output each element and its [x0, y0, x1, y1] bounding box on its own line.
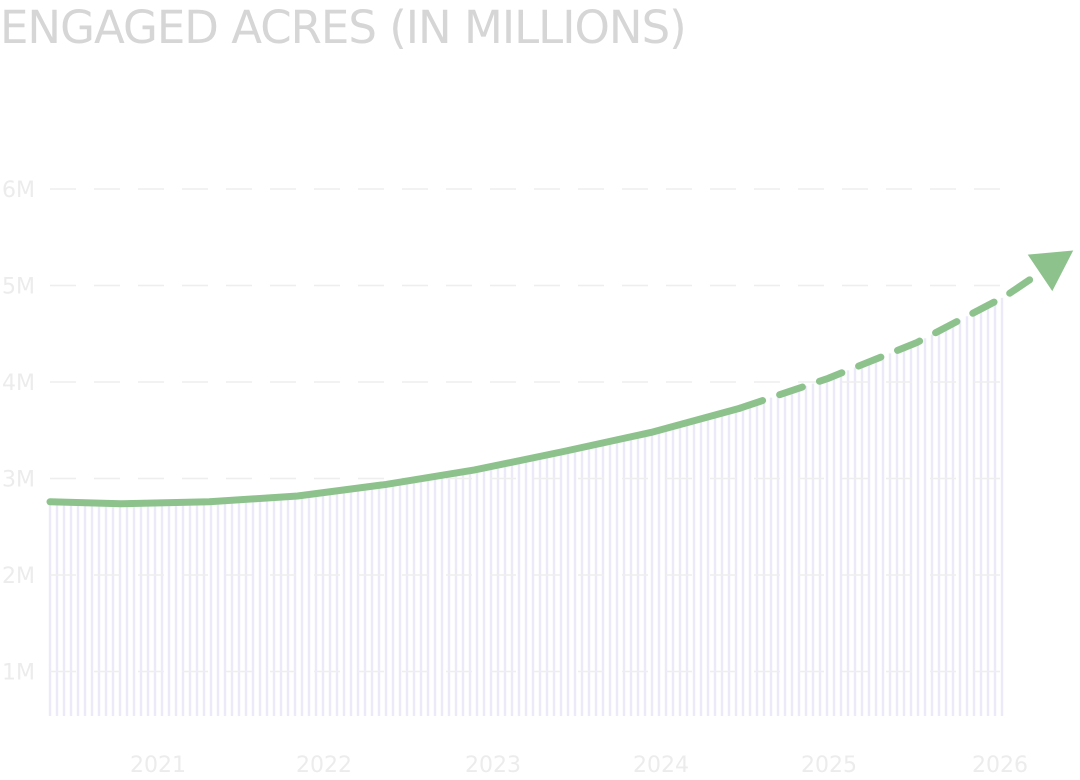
series-lines: [46, 250, 1074, 508]
actual-line: [46, 404, 744, 508]
x-tick-label: 2021: [130, 753, 186, 778]
projection-line: [736, 257, 1062, 412]
chart-title: ENGAGED ACRES (IN MILLIONS): [0, 1, 687, 54]
gridlines: [50, 188, 1010, 673]
x-tick-label: 2026: [972, 753, 1028, 778]
y-tick-label: 2M: [2, 564, 35, 589]
x-axis-ticks: 2021 2022 2023 2024 2025 2026: [130, 753, 1028, 778]
y-tick-label: 6M: [2, 178, 35, 203]
y-tick-label: 3M: [2, 468, 35, 493]
hatch-bars: [48, 297, 1004, 716]
y-tick-label: 4M: [2, 371, 35, 396]
x-tick-label: 2024: [633, 753, 689, 778]
x-tick-label: 2025: [801, 753, 857, 778]
y-tick-label: 1M: [2, 661, 35, 686]
y-tick-label: 5M: [2, 275, 35, 300]
x-tick-label: 2023: [465, 753, 521, 778]
arrow-head-icon: [1027, 250, 1074, 292]
y-axis-ticks: 1M 2M 3M 4M 5M 6M: [2, 178, 35, 686]
x-tick-label: 2022: [296, 753, 352, 778]
